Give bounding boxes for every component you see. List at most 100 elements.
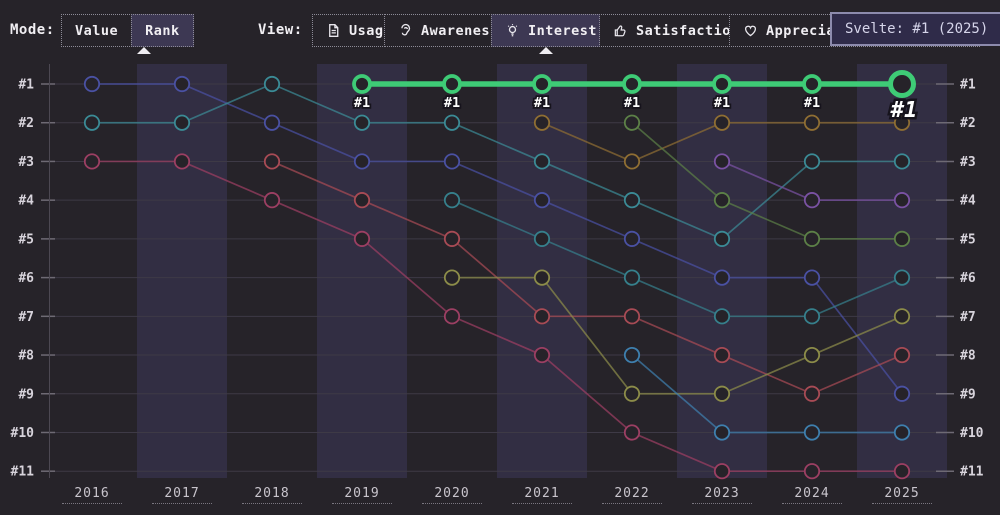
data-point-purple-2025[interactable]	[893, 192, 911, 209]
data-point-magenta-2018[interactable]	[263, 192, 281, 209]
year-label-2016[interactable]: 2016	[62, 486, 122, 504]
data-point-indigo-2025[interactable]	[893, 385, 911, 402]
data-point-Svelte-2020[interactable]	[442, 74, 462, 94]
year-label-2025[interactable]: 2025	[872, 486, 932, 504]
data-point-blue-light-2024[interactable]	[803, 424, 821, 441]
data-point-gold-2022[interactable]	[623, 153, 641, 170]
series-line-blue-light[interactable]	[631, 354, 903, 434]
year-label-2022[interactable]: 2022	[602, 486, 662, 504]
data-point-teal-2018[interactable]	[263, 75, 281, 93]
data-point-teal-2023[interactable]	[713, 230, 731, 247]
rank-label-right: #4	[960, 194, 976, 209]
data-point-teal-2016[interactable]	[83, 114, 101, 131]
data-point-Svelte-2022[interactable]	[622, 74, 642, 94]
data-point-rose-2022[interactable]	[623, 308, 641, 325]
data-point-teal-2-2025[interactable]	[893, 269, 911, 286]
data-point-Svelte-2019[interactable]	[352, 74, 372, 94]
data-point-green-dark-2022[interactable]	[623, 114, 641, 131]
year-label-2024[interactable]: 2024	[782, 486, 842, 504]
mode-value-button[interactable]: Value	[61, 14, 133, 47]
series-line-teal[interactable]	[91, 83, 903, 240]
data-point-gold-2025[interactable]	[893, 114, 911, 131]
data-point-purple-2024[interactable]	[803, 192, 821, 209]
data-point-teal-2020[interactable]	[443, 114, 461, 131]
data-point-olive-2025[interactable]	[893, 308, 911, 325]
data-point-indigo-2019[interactable]	[353, 153, 371, 170]
data-point-rose-2020[interactable]	[443, 230, 461, 247]
view-satisfaction-button[interactable]: Satisfaction	[599, 14, 730, 47]
data-point-olive-2022[interactable]	[623, 385, 641, 402]
mode-rank-button[interactable]: Rank	[131, 14, 194, 47]
series-line-rose[interactable]	[271, 160, 903, 395]
data-point-blue-light-2022[interactable]	[623, 346, 641, 364]
data-point-teal-2022[interactable]	[623, 192, 641, 209]
data-point-gold-2024[interactable]	[803, 114, 821, 131]
data-point-rose-2024[interactable]	[803, 385, 821, 402]
data-point-magenta-2019[interactable]	[353, 230, 371, 247]
rank-label-right: #6	[960, 271, 976, 286]
data-point-indigo-2022[interactable]	[623, 230, 641, 247]
data-point-rose-2023[interactable]	[713, 346, 731, 364]
series-line-green-dark[interactable]	[631, 121, 903, 240]
data-point-olive-2024[interactable]	[803, 346, 821, 364]
rank-label-right: #8	[960, 349, 976, 364]
series-line-magenta[interactable]	[91, 160, 903, 473]
data-point-teal-2-2023[interactable]	[713, 308, 731, 325]
data-point-rose-2018[interactable]	[263, 153, 281, 170]
view-awareness-button[interactable]: Awareness	[384, 14, 492, 47]
data-point-magenta-2016[interactable]	[83, 153, 101, 170]
year-label-2021[interactable]: 2021	[512, 486, 572, 504]
data-point-blue-light-2025[interactable]	[893, 424, 911, 441]
data-point-magenta-2025[interactable]	[893, 463, 911, 480]
data-point-magenta-2017[interactable]	[173, 153, 191, 170]
data-point-magenta-2024[interactable]	[803, 463, 821, 480]
view-usage-button[interactable]: Usage	[312, 14, 385, 47]
data-point-Svelte-2023[interactable]	[712, 74, 732, 94]
data-point-teal-2-2020[interactable]	[443, 192, 461, 209]
data-point-indigo-2017[interactable]	[173, 75, 191, 93]
rank-label-left: #5	[18, 232, 34, 247]
data-point-rose-2019[interactable]	[353, 192, 371, 209]
data-point-purple-2023[interactable]	[713, 153, 731, 170]
data-point-green-dark-2025[interactable]	[893, 230, 911, 247]
data-point-blue-light-2023[interactable]	[713, 424, 731, 441]
data-point-Svelte-2024[interactable]	[802, 74, 822, 94]
data-point-gold-2023[interactable]	[713, 114, 731, 131]
data-point-indigo-2020[interactable]	[443, 153, 461, 170]
year-label-2020[interactable]: 2020	[422, 486, 482, 504]
year-label-2018[interactable]: 2018	[242, 486, 302, 504]
data-point-magenta-2021[interactable]	[533, 346, 551, 364]
data-point-magenta-2023[interactable]	[713, 463, 731, 480]
data-point-green-dark-2023[interactable]	[713, 192, 731, 209]
data-point-olive-2020[interactable]	[443, 269, 461, 286]
data-point-rose-2025[interactable]	[893, 346, 911, 364]
year-label-2019[interactable]: 2019	[332, 486, 392, 504]
year-label-2023[interactable]: 2023	[692, 486, 752, 504]
data-point-green-dark-2024[interactable]	[803, 230, 821, 247]
data-point-olive-2021[interactable]	[533, 269, 551, 286]
data-point-gold-2021[interactable]	[533, 114, 551, 131]
data-point-teal-2-2021[interactable]	[533, 230, 551, 247]
data-point-indigo-2021[interactable]	[533, 192, 551, 209]
series-line-teal-2[interactable]	[451, 199, 903, 318]
data-point-Svelte-2025[interactable]	[888, 70, 916, 98]
data-point-indigo-2018[interactable]	[263, 114, 281, 131]
data-point-magenta-2022[interactable]	[623, 424, 641, 441]
data-point-Svelte-2021[interactable]	[532, 74, 552, 94]
year-label-2017[interactable]: 2017	[152, 486, 212, 504]
data-point-magenta-2020[interactable]	[443, 308, 461, 325]
data-point-teal-2-2024[interactable]	[803, 308, 821, 325]
data-point-teal-2017[interactable]	[173, 114, 191, 131]
data-point-teal-2019[interactable]	[353, 114, 371, 131]
data-point-indigo-2016[interactable]	[83, 75, 101, 93]
data-point-teal-2025[interactable]	[893, 153, 911, 170]
data-point-teal-2021[interactable]	[533, 153, 551, 170]
data-point-indigo-2023[interactable]	[713, 269, 731, 286]
view-interest-label: Interest	[528, 22, 598, 39]
data-point-indigo-2024[interactable]	[803, 269, 821, 286]
view-interest-button[interactable]: Interest	[491, 14, 600, 47]
data-point-teal-2024[interactable]	[803, 153, 821, 170]
data-point-teal-2-2022[interactable]	[623, 269, 641, 286]
data-point-rose-2021[interactable]	[533, 308, 551, 325]
data-point-olive-2023[interactable]	[713, 385, 731, 402]
